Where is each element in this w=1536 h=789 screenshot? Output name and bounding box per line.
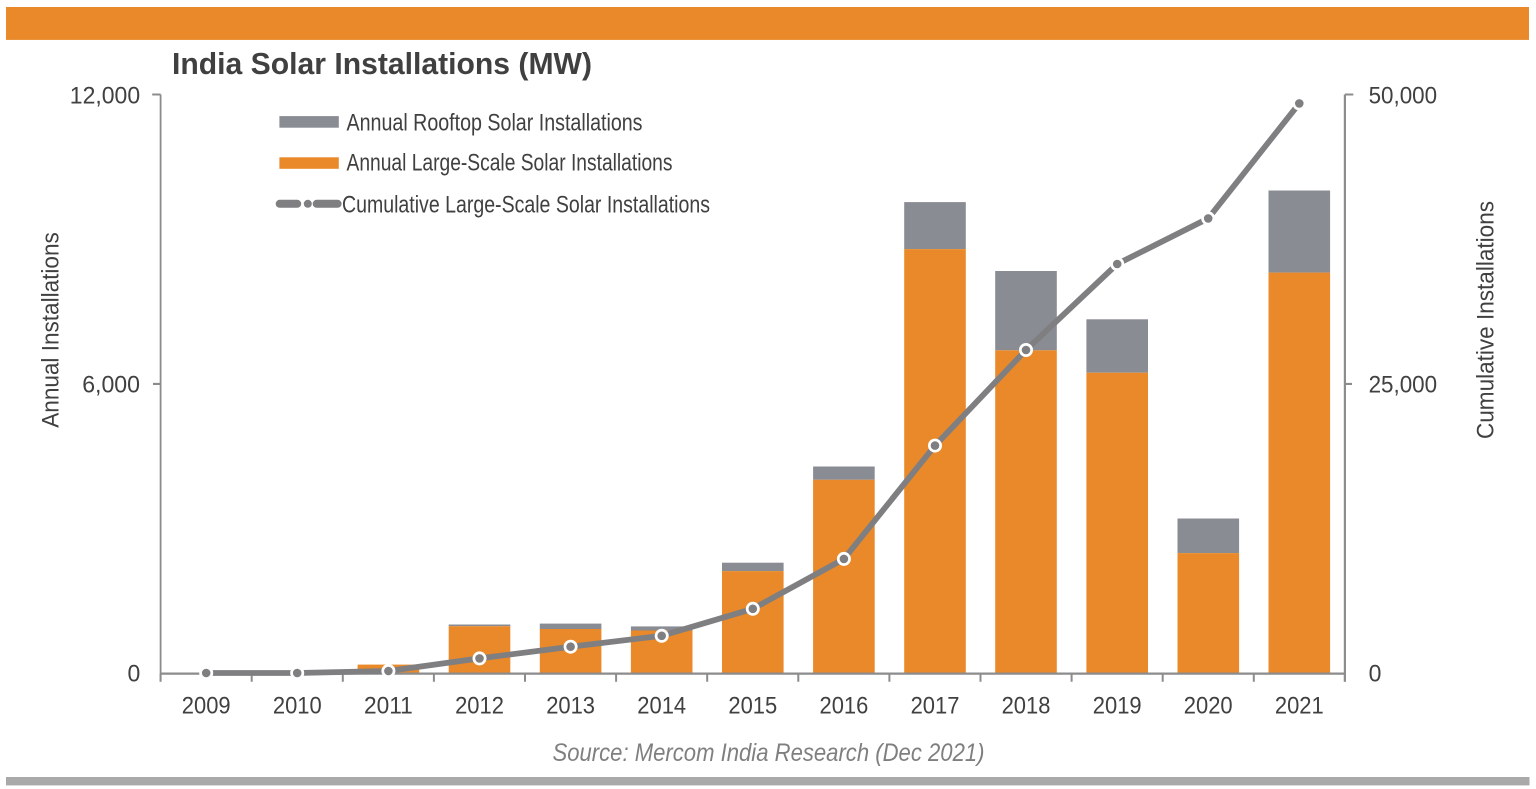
svg-text:0: 0 (1369, 661, 1382, 688)
svg-text:Cumulative Installations: Cumulative Installations (1472, 201, 1499, 439)
svg-text:2020: 2020 (1184, 692, 1233, 719)
svg-text:Annual Rooftop Solar Installat: Annual Rooftop Solar Installations (347, 109, 643, 136)
svg-text:2014: 2014 (637, 692, 686, 719)
svg-text:2010: 2010 (273, 692, 322, 719)
svg-text:2018: 2018 (1002, 692, 1051, 719)
svg-text:2019: 2019 (1093, 692, 1142, 719)
svg-text:2017: 2017 (911, 692, 960, 719)
svg-text:25,000: 25,000 (1369, 371, 1438, 398)
svg-text:0: 0 (128, 661, 141, 688)
svg-text:6,000: 6,000 (82, 371, 140, 398)
svg-text:2011: 2011 (364, 692, 413, 719)
svg-text:Source: Mercom India Research: Source: Mercom India Research (Dec 2021) (553, 739, 985, 767)
svg-text:2009: 2009 (182, 692, 231, 719)
svg-text:India Solar Installations (MW): India Solar Installations (MW) (172, 46, 592, 81)
svg-text:2016: 2016 (820, 692, 869, 719)
svg-text:2015: 2015 (728, 692, 777, 719)
svg-text:2013: 2013 (546, 692, 595, 719)
svg-text:50,000: 50,000 (1369, 83, 1438, 110)
svg-text:Cumulative Large-Scale Solar I: Cumulative Large-Scale Solar Installatio… (342, 192, 710, 219)
svg-text:2021: 2021 (1275, 692, 1324, 719)
svg-text:Annual Installations: Annual Installations (38, 232, 65, 428)
svg-text:12,000: 12,000 (70, 83, 140, 110)
svg-text:Annual Large-Scale Solar Insta: Annual Large-Scale Solar Installations (347, 150, 673, 177)
svg-text:2012: 2012 (455, 692, 504, 719)
